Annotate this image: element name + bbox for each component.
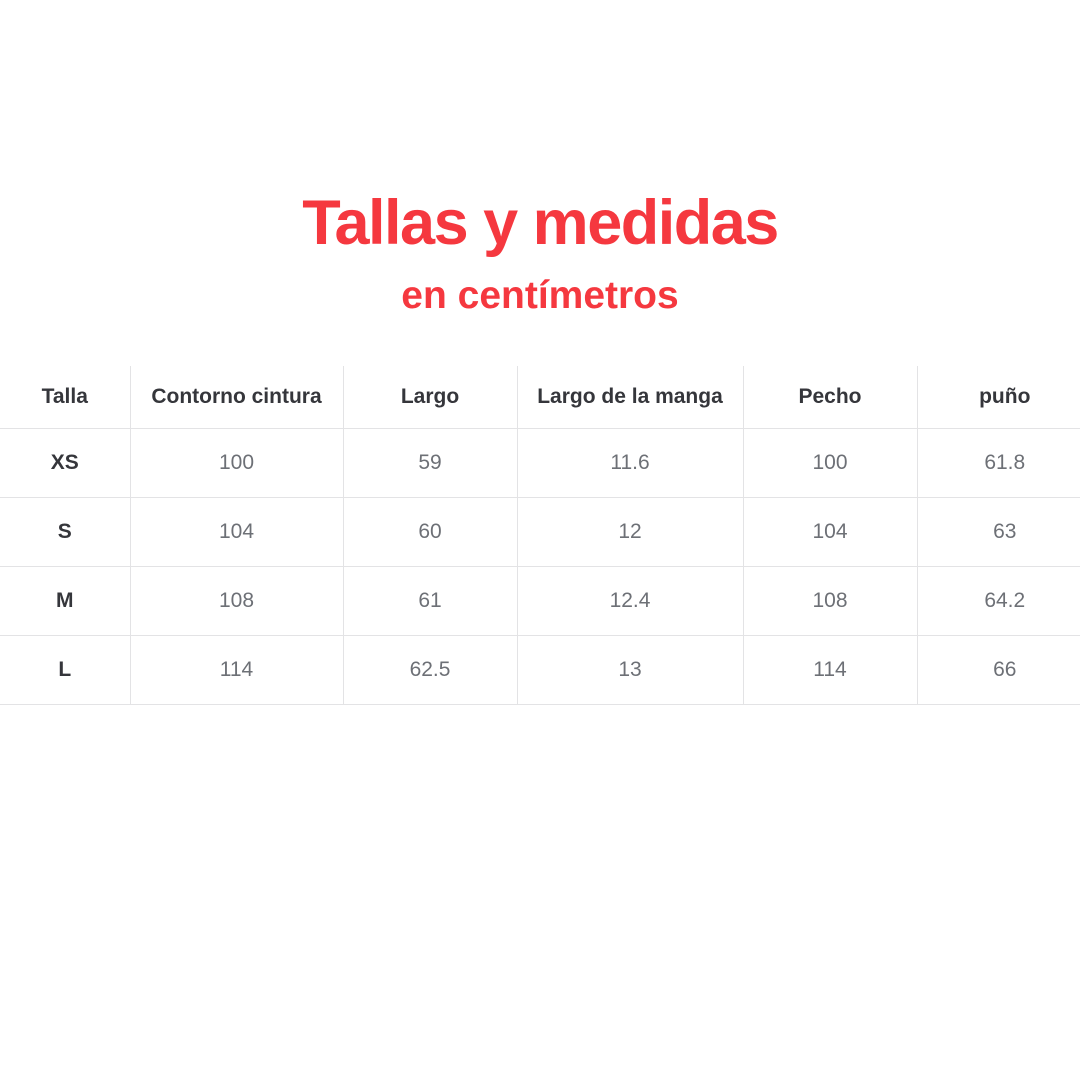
size-cell: S bbox=[0, 497, 130, 567]
table-header-row: Talla Contorno cintura Largo Largo de la… bbox=[0, 366, 1080, 429]
value-cell: 114 bbox=[742, 635, 917, 705]
size-table-container: Talla Contorno cintura Largo Largo de la… bbox=[0, 366, 1080, 705]
column-header-contorno-cintura: Contorno cintura bbox=[129, 366, 343, 429]
value-cell: 108 bbox=[129, 566, 343, 636]
size-cell: M bbox=[0, 566, 130, 636]
value-cell: 114 bbox=[129, 635, 343, 705]
value-cell: 63 bbox=[916, 497, 1080, 567]
page-subtitle: en centímetros bbox=[401, 274, 679, 317]
table-row-xs: XS 100 59 11.6 100 61.8 bbox=[0, 428, 1080, 498]
table-row-m: M 108 61 12.4 108 64.2 bbox=[0, 566, 1080, 636]
value-cell: 13 bbox=[516, 635, 743, 705]
size-table: Talla Contorno cintura Largo Largo de la… bbox=[0, 366, 1080, 705]
value-cell: 61 bbox=[342, 566, 517, 636]
page-title: Tallas y medidas bbox=[302, 188, 779, 258]
column-header-largo: Largo bbox=[342, 366, 517, 429]
value-cell: 12.4 bbox=[516, 566, 743, 636]
value-cell: 104 bbox=[742, 497, 917, 567]
value-cell: 11.6 bbox=[516, 428, 743, 498]
size-cell: XS bbox=[0, 428, 130, 498]
size-cell: L bbox=[0, 635, 130, 705]
column-header-largo-manga: Largo de la manga bbox=[516, 366, 743, 429]
value-cell: 61.8 bbox=[916, 428, 1080, 498]
column-header-talla: Talla bbox=[0, 366, 130, 429]
value-cell: 60 bbox=[342, 497, 517, 567]
page-header: Tallas y medidas en centímetros bbox=[0, 188, 1080, 317]
table-row-l: L 114 62.5 13 114 66 bbox=[0, 635, 1080, 705]
column-header-puno: puño bbox=[916, 366, 1080, 429]
table-row-s: S 104 60 12 104 63 bbox=[0, 497, 1080, 567]
value-cell: 66 bbox=[916, 635, 1080, 705]
value-cell: 59 bbox=[342, 428, 517, 498]
value-cell: 108 bbox=[742, 566, 917, 636]
value-cell: 100 bbox=[129, 428, 343, 498]
value-cell: 64.2 bbox=[916, 566, 1080, 636]
value-cell: 104 bbox=[129, 497, 343, 567]
value-cell: 62.5 bbox=[342, 635, 517, 705]
value-cell: 12 bbox=[516, 497, 743, 567]
column-header-pecho: Pecho bbox=[742, 366, 917, 429]
value-cell: 100 bbox=[742, 428, 917, 498]
